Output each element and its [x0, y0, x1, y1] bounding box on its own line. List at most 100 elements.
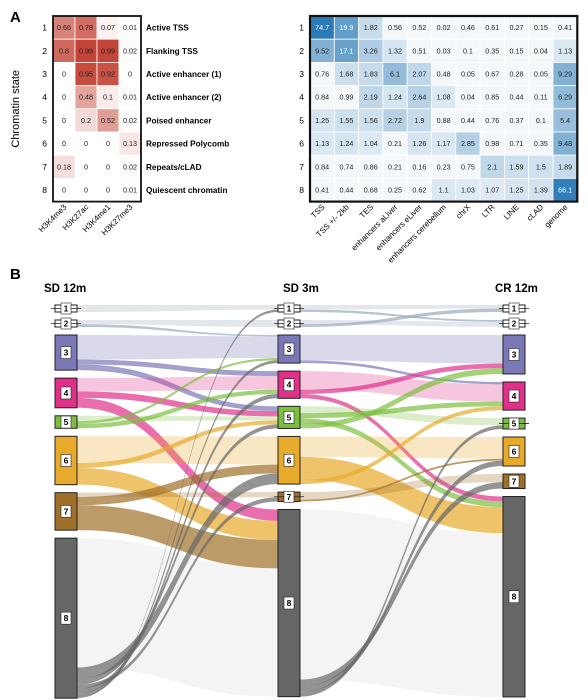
sankey-flow	[77, 420, 278, 468]
sankey-node-label: 4	[512, 391, 517, 401]
cell-value-label: 0	[62, 139, 66, 148]
sankey-node-label: 1	[512, 305, 517, 314]
row-tick-label: 7	[42, 162, 47, 172]
row-tick-label: 6	[299, 139, 304, 149]
cell-value-label: 74.7	[315, 23, 329, 32]
cell-value-label: 0.85	[485, 93, 499, 102]
sankey-node-label-box	[283, 596, 295, 610]
cell-value-label: 0.74	[339, 162, 353, 171]
state-name-label: Flanking TSS	[146, 47, 198, 56]
cell-value-label: 0.99	[79, 46, 93, 55]
cell-value-label: 0.44	[339, 186, 353, 195]
cell-value-label: 0.84	[315, 93, 329, 102]
sankey-flow	[77, 335, 278, 360]
cell-value-label: 1.04	[364, 139, 378, 148]
sankey-flow	[77, 389, 278, 429]
sankey-node-label-box	[508, 317, 520, 330]
cell-value-label: 0.52	[412, 23, 426, 32]
cell-value-label: 0.98	[485, 139, 499, 148]
cell-value-label: 0.1	[463, 46, 473, 55]
cell-value-label: 1.82	[364, 23, 378, 32]
state-name-label: Active enhancer (2)	[146, 93, 222, 102]
sankey-flow	[77, 497, 278, 689]
sankey-flow	[300, 418, 503, 508]
cell-value-label: 1.89	[558, 162, 572, 171]
sankey-node-label-box	[508, 389, 520, 403]
cell-value-label: 0.02	[123, 116, 137, 125]
cell-value-label: 0.84	[315, 162, 329, 171]
sankey-node-label: 8	[512, 592, 517, 602]
sankey-flow	[300, 482, 503, 687]
cell-value-label: 2.85	[461, 139, 475, 148]
heatmap-genomic-enrichment: 1 74.7 19.9 1.82 0.56 0.52 0.02 0.46 0.61 0.27 0.1…	[299, 14, 579, 265]
sankey-flow	[300, 335, 503, 364]
sankey-node-label: 5	[287, 412, 292, 422]
sankey-node-label: 4	[287, 380, 292, 390]
sankey-flow	[77, 358, 278, 424]
panel-a-letter: A	[10, 9, 21, 26]
sankey-flow	[300, 320, 503, 327]
sankey-flow	[300, 305, 503, 310]
cell-value-label: 0.92	[101, 70, 115, 79]
cell-value-label: 0.41	[558, 23, 572, 32]
sankey-node-label: 8	[64, 613, 69, 623]
sankey-flow	[77, 360, 278, 698]
sankey-node-label: 7	[287, 493, 292, 502]
cell-value-label: 2.64	[412, 93, 426, 102]
cell-value-label: 0	[62, 186, 66, 195]
cell-value-label: 1.32	[388, 46, 402, 55]
sankey-flow	[77, 473, 278, 680]
cell-value-label: 1.56	[364, 116, 378, 125]
cell-value-label: 1.39	[534, 186, 548, 195]
cell-value-label: 0.99	[101, 46, 115, 55]
row-tick-label: 2	[299, 46, 304, 56]
sankey-node-label: 3	[512, 349, 517, 359]
column-tick-label: TSS	[309, 203, 326, 220]
cell-value-label: 2.19	[364, 93, 378, 102]
sankey-flow	[300, 308, 503, 327]
cell-value-label: 0.66	[57, 23, 71, 32]
sankey-flow	[77, 320, 278, 327]
cell-value-label: 1.24	[388, 93, 402, 102]
cell-value-label: 0.56	[388, 23, 402, 32]
cell-value-label: 0.99	[339, 93, 353, 102]
cell-value-label: 1.5	[536, 162, 546, 171]
sankey-node-label-box	[60, 386, 72, 400]
sankey-flow	[300, 368, 503, 429]
cell-value-label: 1.24	[339, 139, 353, 148]
sankey-node-label: 2	[64, 320, 69, 329]
state-name-label: Quiescent chromatin	[146, 186, 227, 195]
cell-value-label: 0.76	[315, 70, 329, 79]
cell-value-label: 0.8	[59, 46, 69, 55]
cell-value-label: 1.83	[364, 70, 378, 79]
row-tick-label: 4	[299, 92, 304, 102]
row-tick-label: 1	[42, 23, 47, 33]
cell-value-label: 1.26	[412, 139, 426, 148]
cell-value-label: 66.1	[558, 186, 572, 195]
sankey-node-label-box	[60, 611, 72, 625]
cell-value-label: 0.28	[510, 70, 524, 79]
sankey-node-label: 5	[512, 420, 517, 429]
state-name-label: Active TSS	[146, 24, 189, 33]
sankey-flow	[77, 359, 278, 377]
panel-b-letter: B	[10, 266, 21, 283]
sankey-flow	[77, 436, 278, 465]
cell-value-label: 0	[128, 70, 132, 79]
cell-value-label: 0.76	[485, 116, 499, 125]
sankey-flow	[300, 309, 503, 322]
sankey-node-label-box	[60, 317, 72, 330]
sankey-node-label: 1	[64, 305, 69, 314]
cell-value-label: 0.01	[123, 23, 137, 32]
sankey-node-label-box	[508, 348, 520, 361]
sankey-flow	[300, 406, 503, 426]
sankey-node-label-box	[60, 302, 72, 315]
cell-value-label: 0.02	[123, 46, 137, 55]
cell-value-label: 0	[62, 70, 66, 79]
row-tick-label: 5	[42, 115, 47, 125]
cell-value-label: 0.21	[388, 162, 402, 171]
cell-value-label: 1.08	[437, 93, 451, 102]
sankey-flow	[77, 305, 278, 312]
sankey-node-label: 8	[287, 598, 292, 608]
row-tick-label: 7	[299, 162, 304, 172]
cell-value-label: 0.25	[388, 186, 402, 195]
